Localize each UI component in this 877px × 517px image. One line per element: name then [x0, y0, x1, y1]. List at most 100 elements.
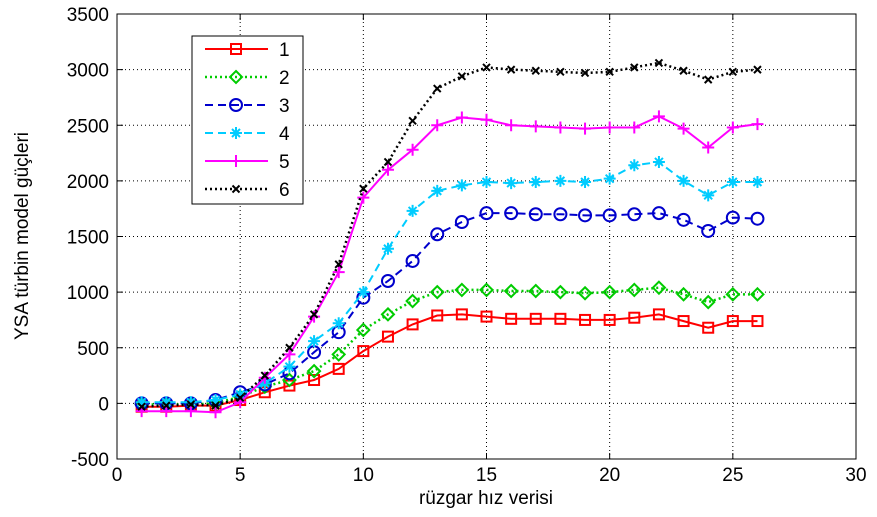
data-point	[554, 174, 567, 187]
data-point	[725, 286, 741, 302]
data-point	[679, 66, 688, 75]
x-axis-label: rüzgar hız verisi	[419, 488, 553, 509]
data-point	[355, 322, 371, 338]
data-point	[480, 113, 493, 126]
data-point	[332, 266, 345, 279]
data-point	[751, 315, 764, 328]
legend-label: 4	[279, 124, 290, 145]
x-tick-label: 5	[235, 465, 246, 486]
data-point	[577, 285, 593, 301]
data-point	[579, 313, 592, 326]
data-point	[357, 191, 370, 204]
data-point	[628, 121, 641, 134]
data-point	[405, 253, 420, 268]
data-point	[184, 396, 197, 409]
data-point	[211, 401, 220, 410]
data-point	[529, 120, 542, 133]
legend-label: 6	[279, 180, 290, 201]
data-point	[231, 184, 241, 194]
data-point	[431, 184, 444, 197]
data-point	[751, 175, 764, 188]
legend-item: 1	[205, 40, 290, 61]
data-point	[479, 282, 494, 298]
data-point	[162, 401, 171, 410]
data-point	[431, 119, 444, 132]
data-point	[605, 67, 614, 77]
data-point	[308, 374, 321, 387]
data-point	[235, 393, 245, 403]
data-point	[457, 72, 467, 81]
data-point	[228, 69, 244, 85]
data-point	[725, 210, 740, 225]
data-point	[700, 294, 716, 310]
data-point	[480, 175, 493, 188]
data-point	[726, 315, 739, 328]
data-point	[554, 121, 567, 134]
data-point	[230, 127, 242, 139]
data-point	[186, 400, 196, 409]
y-tick-label: 2500	[67, 116, 109, 137]
data-point	[381, 242, 394, 255]
y-tick-label: 3000	[67, 61, 109, 82]
data-point	[137, 402, 146, 411]
y-tick-label: 2000	[67, 172, 109, 193]
data-point	[359, 184, 368, 193]
data-point	[332, 362, 345, 375]
data-point	[603, 313, 616, 326]
series-layer	[134, 58, 765, 419]
series-line	[141, 115, 758, 414]
data-point	[602, 208, 617, 223]
data-point	[357, 286, 370, 299]
data-point	[406, 143, 419, 156]
data-point	[703, 75, 713, 84]
data-point	[603, 172, 616, 185]
x-tick-label: 25	[722, 465, 743, 486]
data-point	[652, 308, 665, 321]
x-tick-label: 20	[599, 465, 620, 486]
ticks	[116, 13, 857, 460]
data-point	[627, 207, 642, 222]
data-point	[234, 388, 247, 401]
series-line	[141, 61, 758, 408]
data-point	[528, 283, 544, 299]
legend-item: 4	[205, 124, 290, 145]
data-point	[654, 58, 664, 68]
data-point	[505, 312, 518, 325]
legend-label: 1	[279, 40, 290, 61]
y-tick-labels: -500 0 500 1000 1500 2000 2500 3000 3500	[67, 5, 109, 471]
y-tick-label: 1000	[67, 283, 109, 304]
data-point	[677, 122, 690, 135]
legend-item: 2	[205, 68, 290, 89]
data-point	[306, 363, 322, 379]
data-point	[528, 207, 543, 222]
x-tick-label: 15	[476, 465, 497, 486]
data-point	[454, 282, 470, 298]
data-point	[430, 227, 445, 242]
y-tick-label: 500	[77, 339, 109, 360]
data-point	[258, 371, 271, 384]
data-point	[455, 111, 468, 124]
legend-label: 3	[279, 96, 290, 117]
data-point	[529, 312, 542, 325]
data-point	[506, 65, 516, 74]
data-point	[332, 317, 345, 330]
data-point	[381, 163, 394, 176]
data-point	[482, 63, 491, 72]
data-point	[579, 122, 592, 135]
data-point	[750, 286, 765, 302]
data-point	[702, 141, 715, 154]
data-point	[380, 306, 396, 322]
data-point	[308, 335, 321, 348]
data-point	[431, 309, 444, 322]
y-tick-label: -500	[71, 450, 109, 471]
data-point	[602, 284, 618, 300]
data-point	[230, 155, 242, 167]
y-tick-label: 3500	[67, 5, 109, 26]
y-tick-label: 1500	[67, 228, 109, 249]
y-tick-label: 0	[98, 394, 109, 415]
data-point	[380, 274, 395, 288]
data-point	[676, 286, 691, 302]
data-point	[406, 318, 419, 331]
data-point	[676, 212, 691, 227]
data-point	[383, 157, 393, 167]
